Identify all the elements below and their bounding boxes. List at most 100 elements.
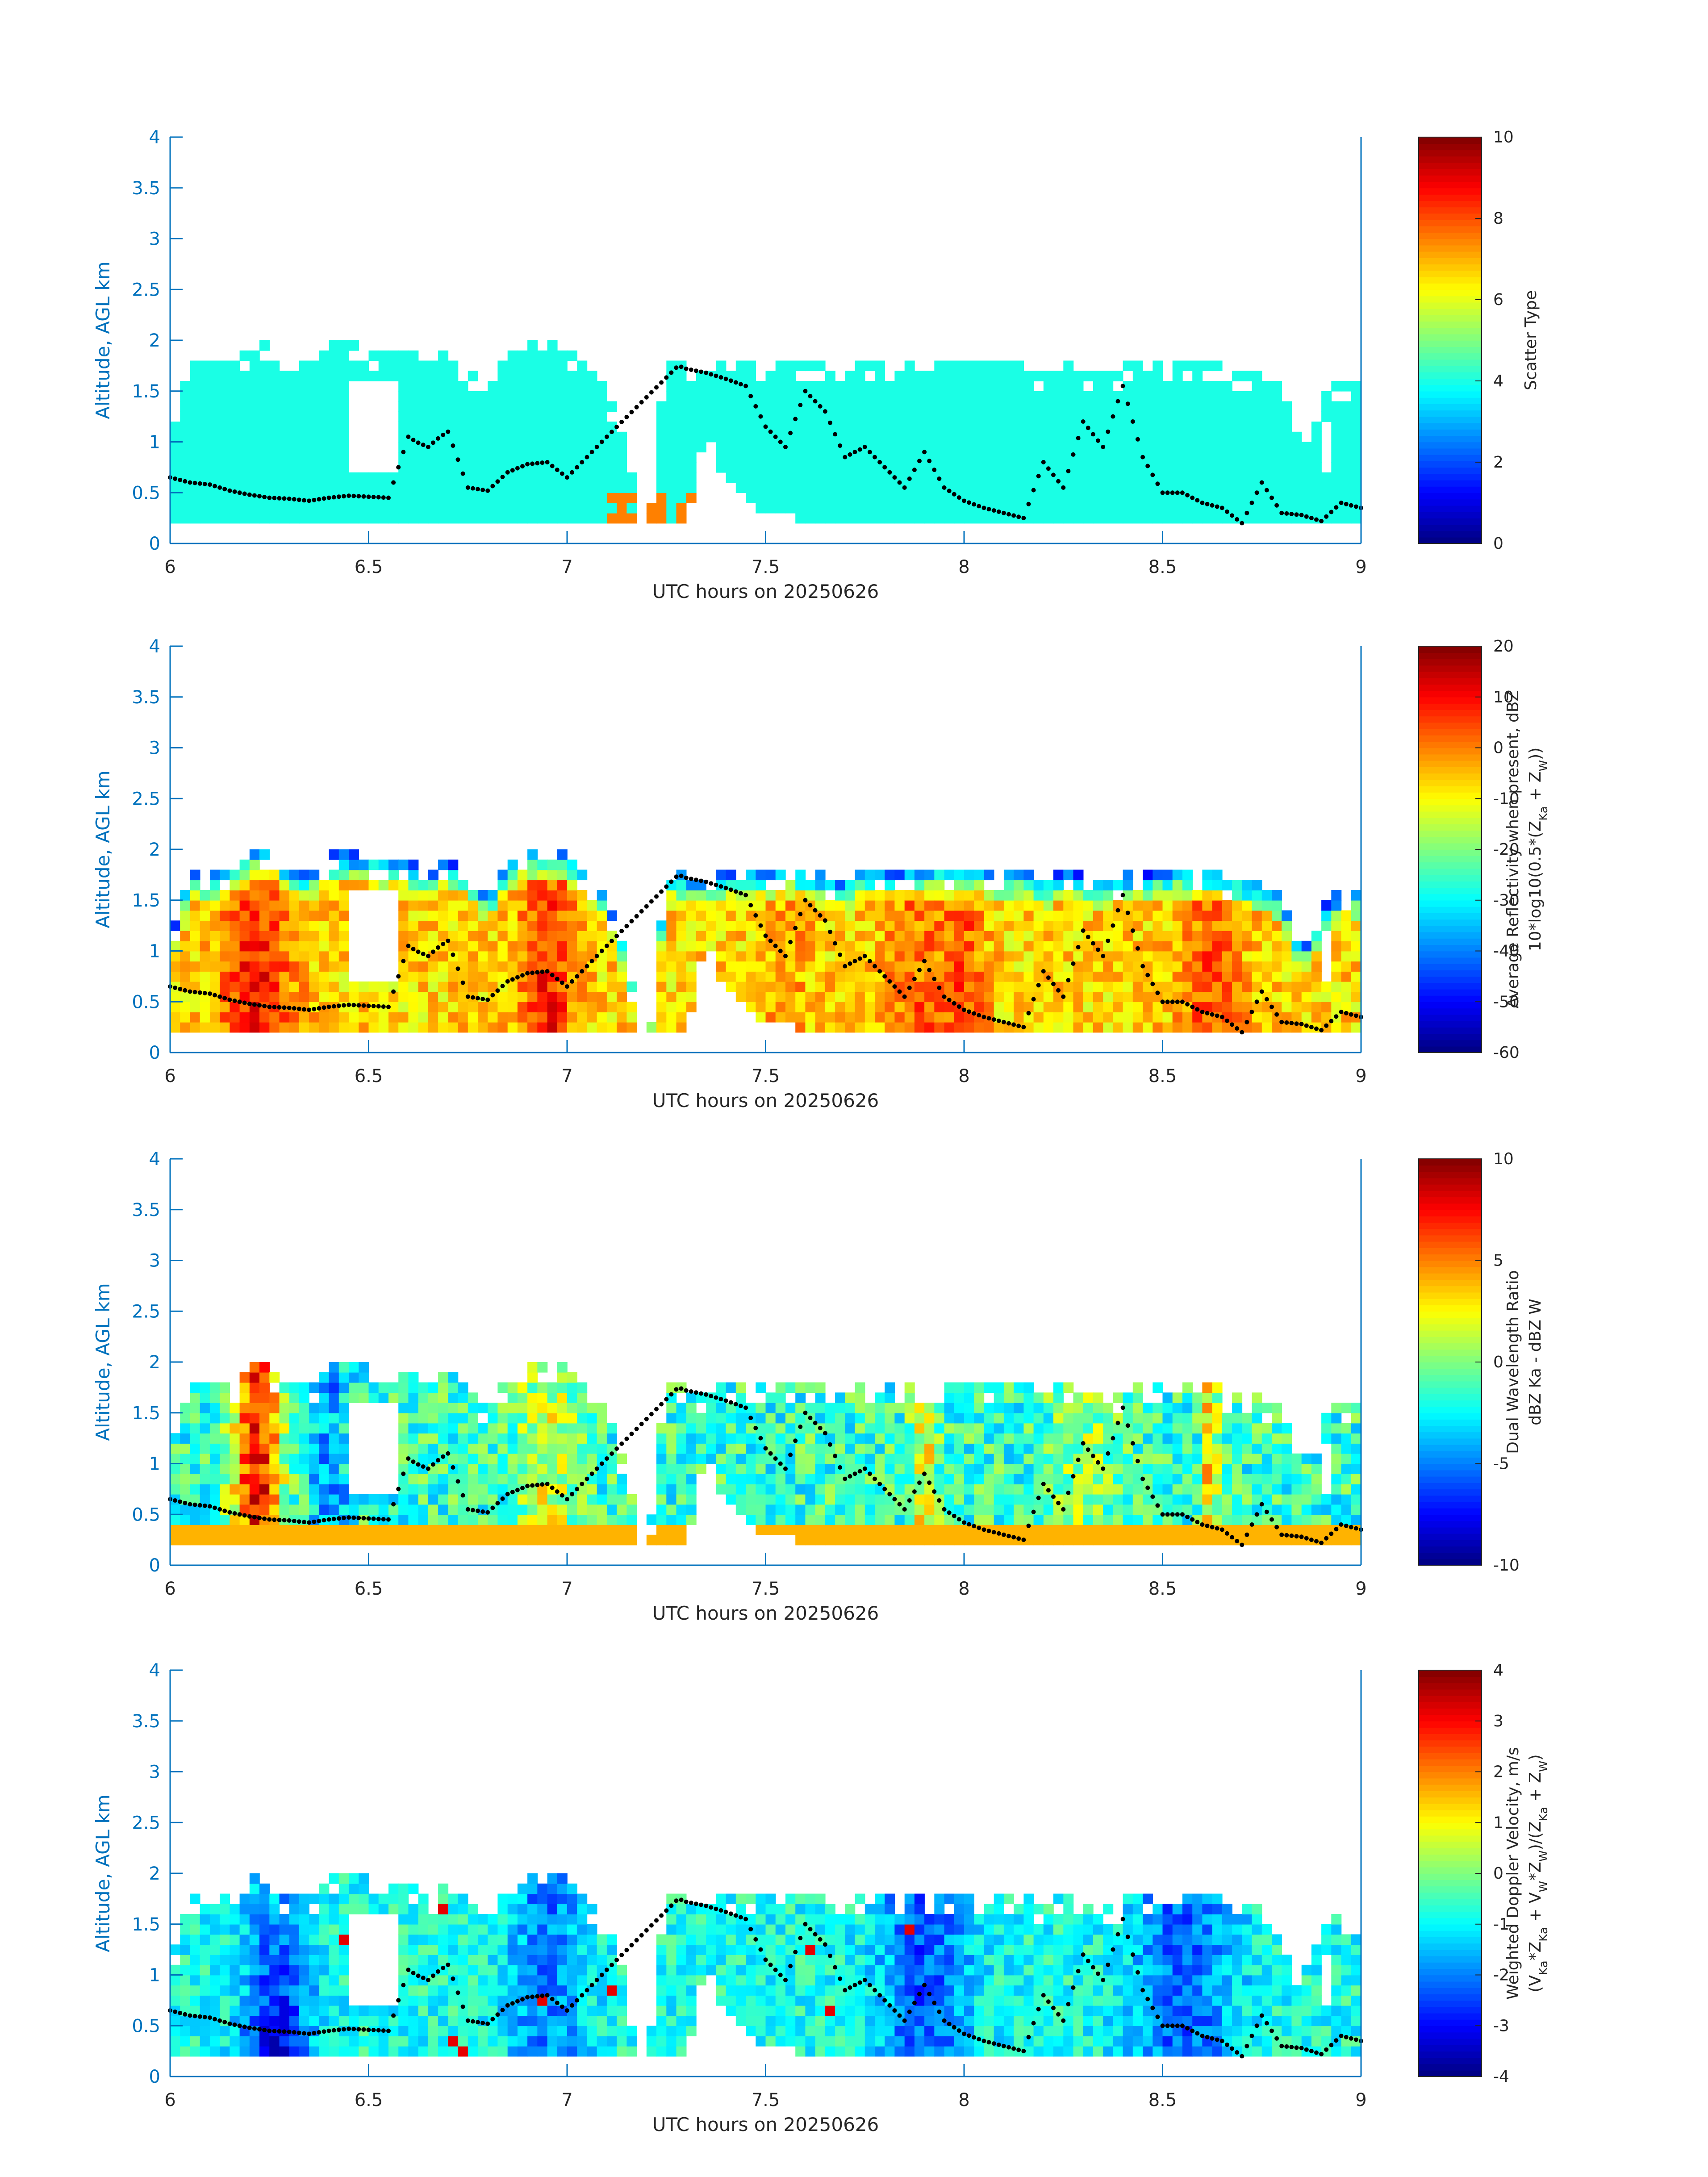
heatmap-cell (1003, 880, 1014, 890)
heatmap-cell (249, 940, 260, 952)
heatmap-cell (666, 1474, 677, 1484)
heatmap-cell (1282, 452, 1292, 463)
heatmap-cell (259, 360, 270, 372)
trace-point (758, 923, 763, 928)
heatmap-cell (338, 1403, 349, 1413)
heatmap-cell (1123, 462, 1133, 473)
trace-point (699, 369, 703, 374)
trace-point (1289, 1021, 1294, 1025)
heatmap-cell (756, 1525, 766, 1535)
heatmap-cell (954, 1022, 965, 1033)
trace-point (213, 993, 217, 998)
heatmap-cell (696, 1433, 706, 1444)
trace-point (614, 934, 619, 938)
heatmap-cell (458, 452, 468, 463)
heatmap-cell (259, 1453, 270, 1464)
heatmap-cell (825, 961, 835, 972)
heatmap-cell (1014, 411, 1024, 422)
trace-point (599, 949, 604, 953)
heatmap-cell (408, 401, 419, 412)
heatmap-cell (200, 381, 210, 392)
heatmap-cell (269, 401, 280, 412)
heatmap-cell (438, 1423, 449, 1434)
heatmap-cell (716, 1484, 727, 1495)
heatmap-cell (577, 1514, 588, 1525)
heatmap-cell (875, 920, 885, 931)
heatmap-cell (1212, 971, 1223, 982)
heatmap-cell (220, 1403, 230, 1413)
heatmap-cell (795, 1504, 806, 1515)
trace-point (460, 980, 465, 985)
x-tick-label: 9 (1355, 1066, 1366, 1086)
trace-point (828, 420, 832, 425)
heatmap-cell (885, 482, 895, 493)
trace-point (1304, 514, 1309, 519)
heatmap-cell (676, 1022, 687, 1033)
heatmap-cell (537, 371, 548, 381)
heatmap-cell (497, 1463, 508, 1475)
heatmap-cell (378, 981, 389, 992)
heatmap-cell (497, 890, 508, 901)
heatmap-cell (319, 1382, 330, 1393)
heatmap-cell (626, 1504, 637, 1515)
heatmap-cell (577, 900, 588, 911)
heatmap-cell (656, 493, 667, 503)
heatmap-cell (220, 1433, 230, 1444)
heatmap-cell (1073, 452, 1084, 463)
heatmap-cell (1083, 472, 1094, 483)
colorbar-segment (1419, 735, 1482, 742)
heatmap-cell (597, 1012, 607, 1023)
heatmap-cell (606, 1463, 617, 1475)
heatmap-cell (825, 910, 835, 921)
heatmap-cell (1053, 890, 1064, 901)
heatmap-cell (299, 503, 309, 514)
heatmap-cell (875, 411, 885, 422)
heatmap-cell (170, 1504, 180, 1515)
heatmap-cell (458, 1012, 468, 1023)
heatmap-cell (577, 1443, 588, 1454)
heatmap-cell (338, 1494, 349, 1505)
trace-point (1319, 1028, 1324, 1032)
heatmap-cell (209, 1382, 220, 1393)
trace-point (282, 1005, 287, 1010)
heatmap-cell (686, 411, 697, 422)
heatmap-cell (835, 940, 846, 952)
heatmap-cell (329, 1372, 339, 1383)
heatmap-cell (587, 1412, 597, 1424)
heatmap-cell (448, 381, 459, 392)
heatmap-cell (587, 900, 597, 911)
heatmap-cell (537, 900, 548, 911)
heatmap-cell (904, 900, 915, 911)
heatmap-cell (458, 1463, 468, 1475)
x-tick-label: 6.5 (355, 557, 383, 577)
heatmap-cell (805, 452, 816, 463)
heatmap-cell (1132, 900, 1143, 911)
trace-point (887, 979, 892, 984)
heatmap-cell (1192, 971, 1203, 982)
heatmap-cell (338, 422, 349, 432)
trace-point (1185, 1002, 1190, 1007)
heatmap-cell (338, 411, 349, 422)
heatmap-cell (875, 981, 885, 992)
heatmap-cell (230, 493, 240, 503)
trace-point (1225, 1018, 1229, 1023)
heatmap-cell (230, 371, 240, 381)
heatmap-cell (1083, 971, 1094, 982)
heatmap-cell (557, 1012, 568, 1023)
heatmap-cell (408, 1504, 419, 1515)
trace-point (669, 879, 674, 884)
heatmap-cell (239, 1382, 250, 1393)
heatmap-cell (606, 442, 617, 453)
heatmap-cell (805, 1484, 816, 1495)
heatmap-cell (527, 869, 538, 881)
heatmap-cell (904, 513, 915, 524)
heatmap-cell (1143, 391, 1153, 402)
heatmap-cell (209, 493, 220, 503)
heatmap-cell (746, 452, 756, 463)
heatmap-cell (338, 472, 349, 483)
heatmap-cell (1202, 391, 1213, 402)
heatmap-cell (756, 401, 766, 412)
heatmap-cell (1014, 869, 1024, 881)
heatmap-cell (557, 411, 568, 422)
heatmap-cell (1272, 1012, 1282, 1023)
